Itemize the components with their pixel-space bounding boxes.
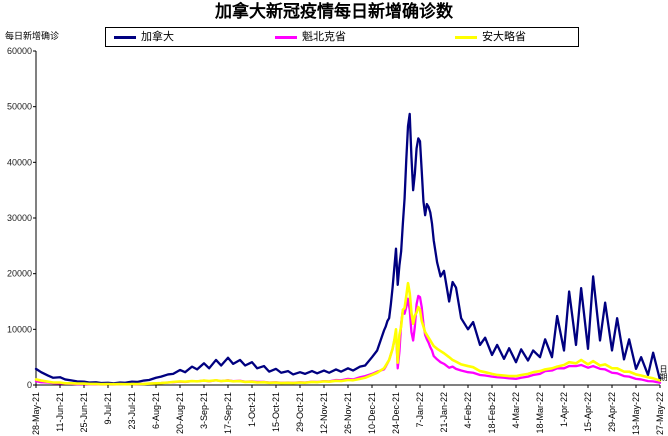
x-tick-label: 24-Dec-21 [391, 392, 401, 434]
x-tick-label: 9-Jul-21 [103, 392, 113, 425]
x-tick-label: 3-Sep-21 [199, 392, 209, 429]
chart-title: 加拿大新冠疫情每日新增确诊数 [215, 2, 453, 22]
y-tick-label: 30000 [7, 213, 32, 223]
x-tick-label: 1-Oct-21 [247, 392, 257, 427]
x-tick-label: 23-Jul-21 [127, 392, 137, 430]
x-tick-label: 7-Jan-22 [415, 392, 425, 428]
x-tick-label: 13-May-22 [631, 392, 641, 435]
series-line-0 [34, 112, 662, 385]
y-tick-label: 20000 [7, 269, 32, 279]
legend: 加拿大 魁北克省 安大略省 [105, 27, 579, 47]
y-tick-label: 0 [27, 380, 32, 390]
y-axis-label: 每日新增确诊 [5, 32, 60, 42]
x-tick-label: 1-Apr-22 [559, 392, 569, 427]
x-tick-label: 11-Jun-21 [55, 392, 65, 432]
legend-item-canada: 加拿大 [114, 28, 174, 46]
x-tick-label: 10-Dec-21 [367, 392, 377, 434]
x-tick-label: 26-Nov-21 [343, 392, 353, 434]
x-tick-label: 18-Feb-22 [487, 392, 497, 434]
x-tick-label: 28-May-21 [31, 392, 41, 435]
legend-item-quebec: 魁北克省 [275, 28, 346, 46]
x-tick-label: 21-Jan-22 [439, 392, 449, 433]
x-tick-label: 15-Oct-21 [271, 392, 281, 432]
x-tick-label: 12-Nov-21 [319, 392, 329, 434]
x-tick-label: 29-Apr-22 [607, 392, 617, 432]
legend-label-canada: 加拿大 [141, 30, 174, 43]
legend-swatch-quebec [275, 35, 297, 39]
x-tick-label: 20-Aug-21 [175, 392, 185, 434]
x-axis-label: 日期 [659, 365, 668, 381]
x-tick-label: 15-Apr-22 [583, 392, 593, 432]
x-tick-label: 4-Mar-22 [511, 392, 521, 429]
y-tick-label: 40000 [7, 157, 32, 167]
series-line-2 [34, 281, 662, 386]
x-tick-label: 27-May-22 [655, 392, 665, 435]
legend-swatch-canada [114, 35, 136, 39]
x-tick-label: 25-Jun-21 [79, 392, 89, 433]
series-line-1 [34, 294, 662, 386]
x-tick-label: 18-Mar-22 [535, 392, 545, 434]
x-tick-label: 29-Oct-21 [295, 392, 305, 432]
x-tick-label: 4-Feb-22 [463, 392, 473, 429]
x-tick-label: 6-Aug-21 [151, 392, 161, 429]
series-layer [34, 112, 662, 386]
y-tick-label: 10000 [7, 324, 32, 334]
y-tick-label: 50000 [7, 102, 32, 112]
legend-label-ontario: 安大略省 [482, 30, 526, 43]
x-tick-label: 17-Sep-21 [223, 392, 233, 434]
tick-layer: 0 10000 20000 30000 40000 50000 60000 28-May-21… [7, 46, 665, 435]
y-tick-label: 60000 [7, 46, 32, 56]
legend-item-ontario: 安大略省 [455, 28, 526, 46]
legend-swatch-ontario [455, 35, 477, 39]
legend-label-quebec: 魁北克省 [302, 30, 346, 43]
